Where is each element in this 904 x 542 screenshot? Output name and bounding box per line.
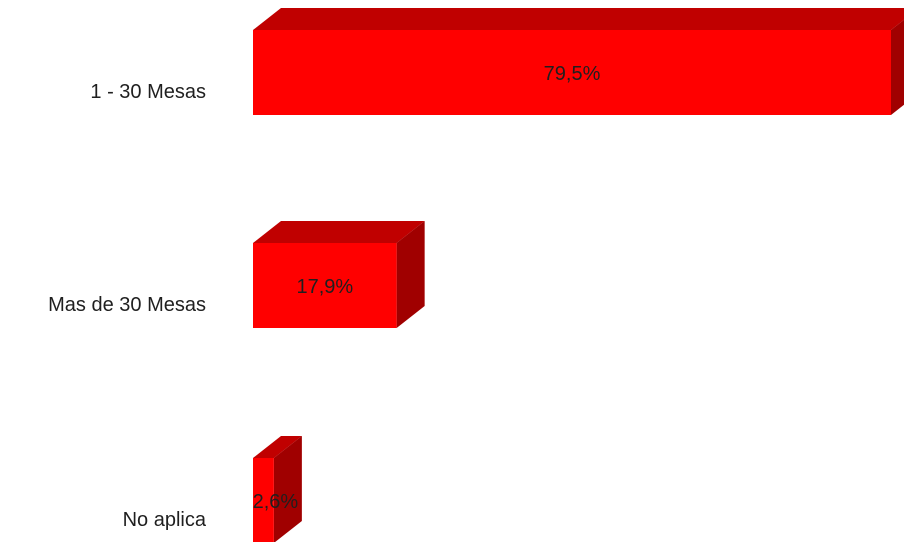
data-label-no-aplica: 2,6% bbox=[253, 491, 299, 513]
bar-mas-de-30-mesas bbox=[253, 243, 397, 328]
bars-layer bbox=[253, 8, 904, 542]
bar-side-no-aplica bbox=[273, 436, 302, 542]
labels-layer: 79,5% 1 - 30 Mesas 17,9% Mas de 30 Mesas 2,6… bbox=[48, 63, 600, 531]
category-label-mas-de-30-mesas: Mas de 30 Mesas bbox=[48, 294, 206, 316]
bar-1-30-mesas bbox=[253, 30, 891, 115]
bar-top-mas-de-30-mesas bbox=[253, 221, 425, 243]
bar-side-mas-de-30-mesas bbox=[396, 221, 425, 328]
category-label-no-aplica: No aplica bbox=[123, 509, 207, 531]
bar-no-aplica bbox=[253, 458, 274, 542]
data-label-1-30-mesas: 79,5% bbox=[544, 63, 601, 85]
bar-top-no-aplica bbox=[253, 436, 302, 458]
data-label-mas-de-30-mesas: 17,9% bbox=[296, 276, 353, 298]
bar-top-1-30-mesas bbox=[253, 8, 904, 30]
category-label-1-30-mesas: 1 - 30 Mesas bbox=[90, 81, 206, 103]
bar-side-1-30-mesas bbox=[891, 19, 904, 115]
